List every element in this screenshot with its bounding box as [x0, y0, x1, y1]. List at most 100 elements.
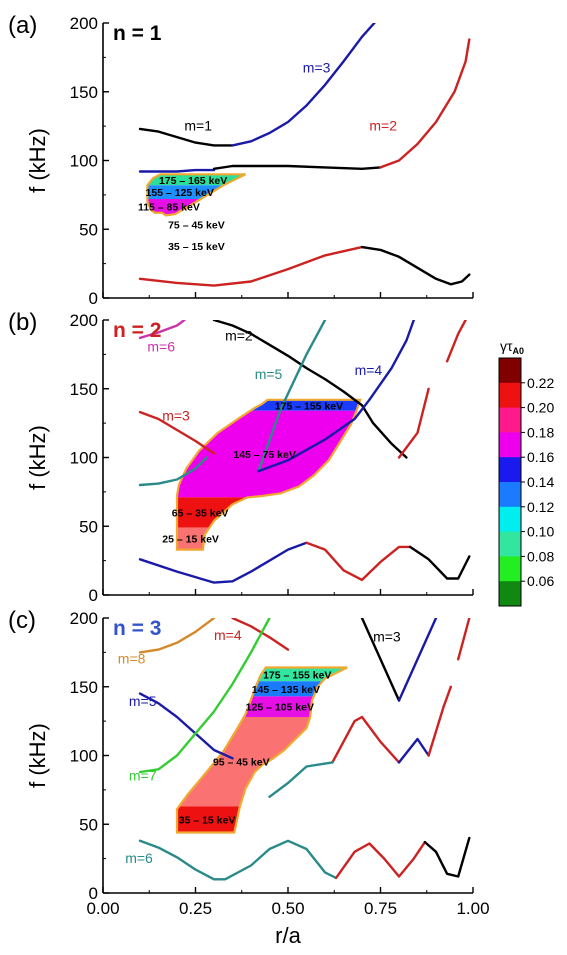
y-tick-label: 150	[70, 678, 98, 697]
colorbar-title: γτA0	[500, 338, 524, 356]
y-tick-label: 0	[89, 884, 98, 903]
series-line	[212, 164, 382, 170]
y-tick-label: 200	[70, 609, 98, 628]
y-tick-label: 150	[70, 380, 98, 399]
y-axis-label: f (kHz)	[25, 723, 50, 788]
band-label: 35 – 15 keV	[168, 241, 225, 253]
series-line	[397, 387, 430, 459]
series-label: m=3	[373, 628, 401, 644]
y-tick-label: 200	[70, 14, 98, 33]
band-label: 25 – 15 keV	[162, 534, 219, 546]
y-tick-label: 200	[70, 311, 98, 330]
series-line	[408, 545, 471, 580]
panel-b: 175 – 155 keV 145 – 75 keV 65 – 35 keV 25 –…	[8, 309, 474, 605]
colorbar-segment	[499, 581, 521, 607]
series-label: m=1	[184, 117, 212, 133]
x-tick-label: 0.75	[364, 899, 397, 918]
band-label: 175 – 165 keV	[159, 175, 227, 187]
x-tick-label: 0.00	[86, 899, 119, 918]
colorbar-segment	[499, 382, 521, 409]
series-line	[138, 410, 216, 455]
band-label: 175 – 155 keV	[263, 669, 331, 681]
band-label: 65 – 35 keV	[172, 508, 229, 520]
series-line	[397, 618, 438, 702]
series-line	[212, 320, 408, 459]
energy-band	[147, 174, 246, 186]
series-line	[379, 38, 471, 169]
y-tick-label: 100	[70, 747, 98, 766]
colorbar-tick-label: 0.14	[527, 474, 554, 490]
plot-area: 175 – 155 keV 145 – 75 keV 65 – 35 keV 25 –…	[138, 320, 471, 584]
band-label: 145 – 135 keV	[252, 684, 320, 696]
series-line	[138, 456, 208, 487]
colorbar-segment	[499, 556, 521, 582]
colorbar-tick-label: 0.20	[527, 400, 554, 416]
colorbar-tick-label: 0.06	[527, 573, 554, 589]
series-label: m=6	[147, 339, 175, 355]
series-line	[257, 320, 327, 473]
colorbar-segment	[499, 358, 521, 384]
series-line	[138, 541, 308, 584]
panel-title: n = 1	[113, 22, 162, 45]
y-tick-label: 50	[79, 220, 98, 239]
series-label: m=4	[214, 627, 242, 643]
band-label: 155 – 125 keV	[146, 187, 214, 199]
colorbar-tick-label: 0.22	[527, 375, 554, 391]
region-outline	[146, 173, 246, 217]
series-line	[138, 168, 216, 173]
colorbar: 0.22 0.20 0.18 0.16 0.14 0.12 0.10 0.08 0.06 γτA0	[498, 338, 554, 607]
colorbar-segment	[499, 407, 521, 433]
series-line	[138, 245, 364, 287]
y-tick-label: 50	[79, 517, 98, 536]
series-line	[231, 618, 290, 651]
band-label: 35 – 15 keV	[179, 814, 236, 826]
plot-area: 175 – 155 keV 145 – 135 keV 125 – 105 keV 9…	[138, 618, 471, 881]
panel-label: (b)	[8, 309, 37, 336]
panel-label: (a)	[8, 12, 37, 39]
series-label: m=6	[125, 850, 153, 866]
y-tick-label: 0	[89, 289, 98, 308]
series-line	[445, 320, 467, 363]
series-label: m=5	[255, 366, 283, 382]
y-axis-label: f (kHz)	[25, 128, 50, 193]
y-tick-label: 150	[70, 83, 98, 102]
energy-band	[177, 399, 361, 411]
band-label: 115 – 85 keV	[138, 202, 200, 214]
region-outline	[175, 398, 362, 551]
y-tick-label: 100	[70, 152, 98, 171]
colorbar-segment	[499, 506, 521, 533]
band-label: 75 – 45 keV	[168, 219, 225, 231]
colorbar-tick-label: 0.16	[527, 449, 554, 465]
series-line	[397, 737, 430, 764]
x-axis-label: r/a	[275, 923, 301, 948]
series-line	[360, 245, 471, 286]
energy-bands	[177, 399, 361, 550]
colorbar-tick-label: 0.12	[527, 499, 554, 515]
x-tick-label: 0.50	[271, 899, 304, 918]
x-tick-label: 0.25	[179, 899, 212, 918]
series-line	[138, 618, 216, 654]
series-line	[423, 836, 471, 878]
colorbar-tick-label: 0.10	[527, 524, 554, 540]
colorbar-segment	[499, 531, 521, 557]
series-label: m=7	[129, 767, 157, 783]
panel-title: n = 2	[113, 319, 161, 342]
series-line	[231, 23, 376, 147]
y-tick-label: 100	[70, 449, 98, 468]
band-label: 175 – 155 keV	[275, 400, 343, 412]
y-tick-label: 0	[89, 586, 98, 605]
colorbar-tick-label: 0.08	[527, 548, 554, 564]
series-line	[331, 715, 401, 764]
region-outline	[175, 666, 348, 834]
band-label: 125 – 105 keV	[246, 702, 314, 714]
series-line	[138, 839, 338, 881]
series-line	[138, 692, 234, 760]
series-line	[138, 320, 186, 340]
series-label: m=5	[129, 693, 157, 709]
y-axis-label: f (kHz)	[25, 425, 50, 490]
series-line	[257, 320, 415, 473]
series-label: m=3	[303, 60, 331, 76]
